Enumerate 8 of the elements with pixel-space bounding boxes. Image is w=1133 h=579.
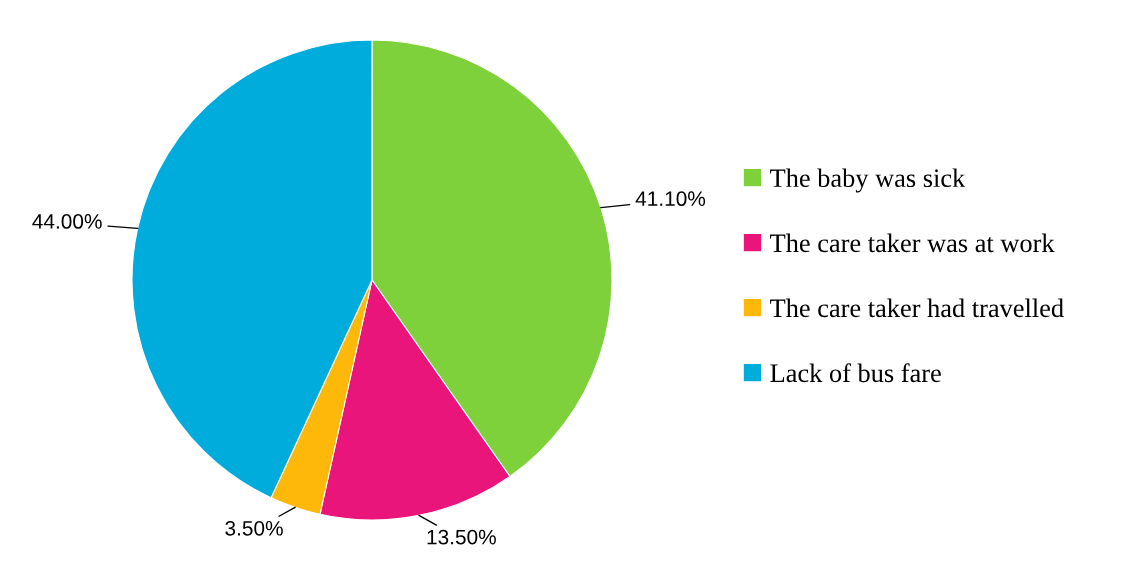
data-label: 3.50% bbox=[225, 520, 283, 536]
legend-label: Lack of bus fare bbox=[770, 363, 941, 383]
legend-label: The care taker was at work bbox=[770, 233, 1055, 253]
data-label: 44.00% bbox=[32, 214, 102, 229]
data-label: 13.50% bbox=[427, 529, 496, 545]
data-label: 41.10% bbox=[635, 191, 706, 207]
legend-label: The baby was sick bbox=[770, 168, 966, 193]
legend-label: The care taker had travelled bbox=[770, 298, 1064, 318]
